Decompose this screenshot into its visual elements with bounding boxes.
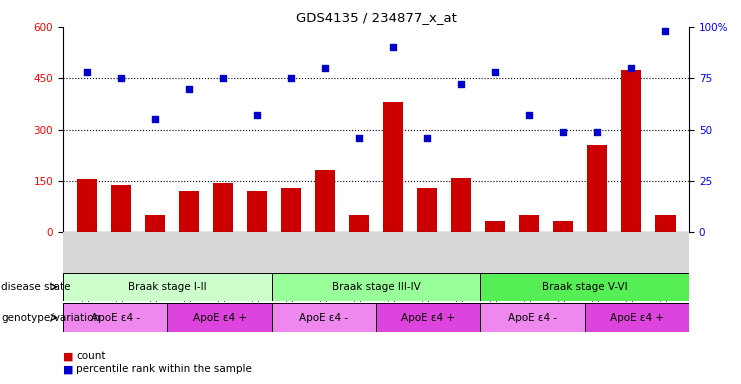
Point xyxy=(387,44,399,50)
Bar xyxy=(167,303,272,332)
Bar xyxy=(144,215,165,232)
Bar xyxy=(213,183,233,232)
Bar xyxy=(376,303,480,332)
Bar xyxy=(63,273,272,301)
Text: ■: ■ xyxy=(63,351,73,361)
Point xyxy=(183,85,195,91)
Bar xyxy=(110,185,131,232)
Text: ApoE ε4 +: ApoE ε4 + xyxy=(610,313,664,323)
Bar xyxy=(587,145,608,232)
Title: GDS4135 / 234877_x_at: GDS4135 / 234877_x_at xyxy=(296,11,456,24)
Bar xyxy=(76,179,97,232)
Point xyxy=(523,112,535,118)
Text: percentile rank within the sample: percentile rank within the sample xyxy=(76,364,252,374)
Bar xyxy=(451,177,471,232)
Point xyxy=(81,69,93,75)
Text: ■: ■ xyxy=(63,364,73,374)
Text: Braak stage I-II: Braak stage I-II xyxy=(128,282,207,292)
Text: genotype/variation: genotype/variation xyxy=(1,313,101,323)
Point xyxy=(319,65,331,71)
Point xyxy=(421,135,433,141)
Bar xyxy=(272,273,480,301)
Bar xyxy=(553,221,574,232)
Bar xyxy=(655,215,676,232)
Text: Braak stage III-IV: Braak stage III-IV xyxy=(332,282,420,292)
Point xyxy=(455,81,467,88)
Text: Braak stage V-VI: Braak stage V-VI xyxy=(542,282,628,292)
Text: ApoE ε4 +: ApoE ε4 + xyxy=(193,313,247,323)
Bar xyxy=(480,273,689,301)
Bar xyxy=(247,190,268,232)
Bar xyxy=(63,303,167,332)
Text: ApoE ε4 -: ApoE ε4 - xyxy=(299,313,348,323)
Bar xyxy=(585,303,689,332)
Bar xyxy=(281,189,301,232)
Text: ApoE ε4 +: ApoE ε4 + xyxy=(401,313,455,323)
Point xyxy=(149,116,161,122)
Bar xyxy=(272,303,376,332)
Point xyxy=(353,135,365,141)
Text: count: count xyxy=(76,351,106,361)
Point xyxy=(557,129,569,135)
Bar xyxy=(383,102,403,232)
Bar xyxy=(349,215,369,232)
Bar xyxy=(519,215,539,232)
Bar xyxy=(179,190,199,232)
Point xyxy=(489,69,501,75)
Point xyxy=(625,65,637,71)
Point xyxy=(251,112,263,118)
Text: ApoE ε4 -: ApoE ε4 - xyxy=(508,313,557,323)
Point xyxy=(115,75,127,81)
Point xyxy=(591,129,603,135)
Bar xyxy=(417,189,437,232)
Bar xyxy=(315,170,335,232)
Bar xyxy=(480,303,585,332)
Point xyxy=(217,75,229,81)
Text: ApoE ε4 -: ApoE ε4 - xyxy=(90,313,140,323)
Text: disease state: disease state xyxy=(1,282,71,292)
Point xyxy=(285,75,297,81)
Point xyxy=(659,28,671,34)
Bar xyxy=(621,70,642,232)
Bar xyxy=(485,221,505,232)
